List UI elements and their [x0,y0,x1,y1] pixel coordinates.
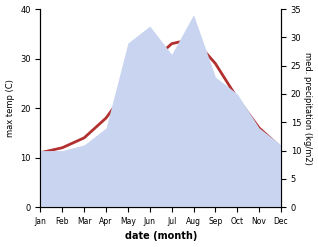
Y-axis label: med. precipitation (kg/m2): med. precipitation (kg/m2) [303,52,313,165]
Y-axis label: max temp (C): max temp (C) [5,79,15,137]
X-axis label: date (month): date (month) [125,231,197,242]
